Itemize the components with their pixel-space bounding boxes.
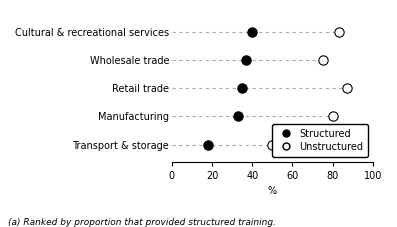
- Point: [239, 86, 245, 90]
- X-axis label: %: %: [268, 186, 277, 196]
- Point: [243, 58, 249, 62]
- Point: [249, 30, 255, 34]
- Text: (a) Ranked by proportion that provided structured training.: (a) Ranked by proportion that provided s…: [8, 218, 276, 227]
- Point: [335, 30, 342, 34]
- Point: [205, 143, 211, 146]
- Point: [343, 86, 350, 90]
- Point: [320, 58, 326, 62]
- Point: [235, 115, 241, 118]
- Point: [269, 143, 276, 146]
- Point: [330, 115, 336, 118]
- Legend: Structured, Unstructured: Structured, Unstructured: [272, 124, 368, 157]
